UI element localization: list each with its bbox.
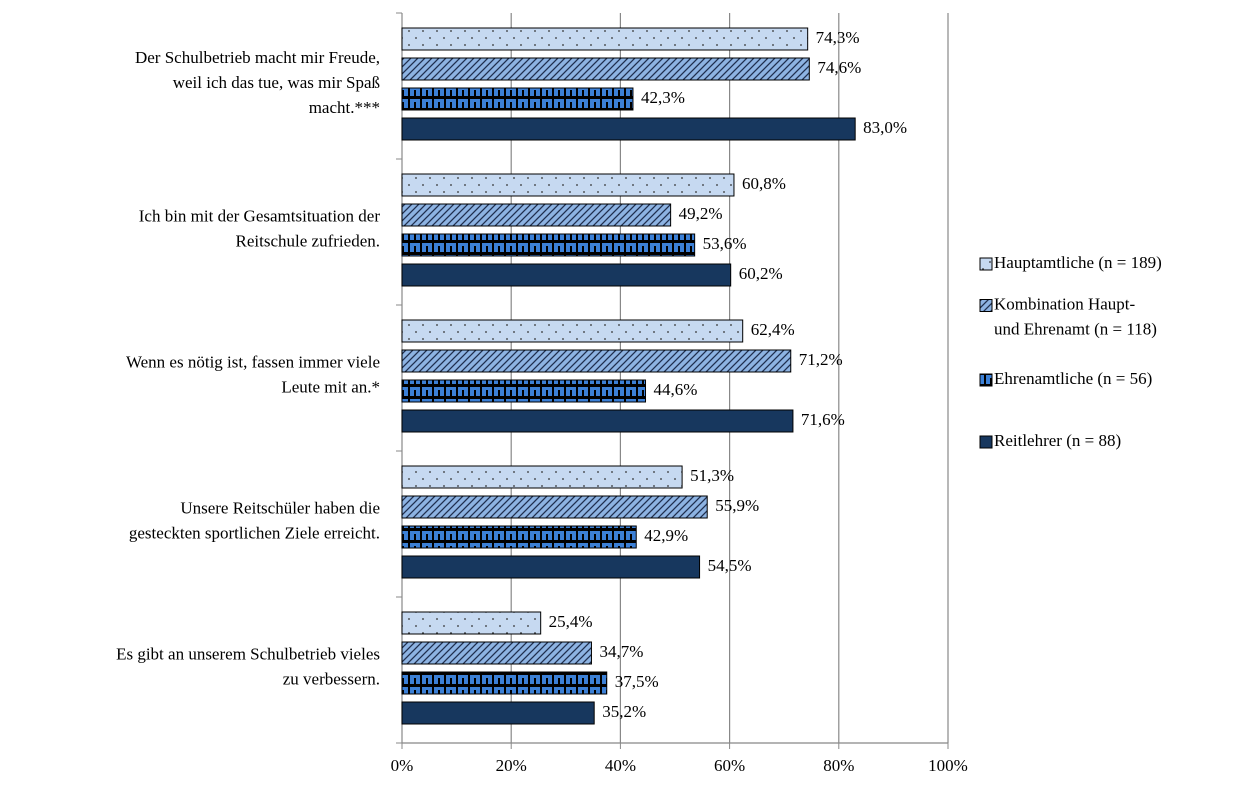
value-label: 60,2% [739,264,783,283]
value-label: 35,2% [602,702,646,721]
x-tick-label: 100% [928,756,968,775]
value-label: 37,5% [615,672,659,691]
bar [401,173,735,197]
value-label: 54,5% [708,556,752,575]
legend-label: Hauptamtliche (n = 189) [994,253,1162,272]
bar [401,233,696,257]
bar [401,349,792,373]
x-tick-label: 40% [605,756,636,775]
x-tick-label: 60% [714,756,745,775]
bar [401,57,810,81]
value-label: 25,4% [549,612,593,631]
category-label: Es gibt an unserem Schulbetrieb vieles zu… [116,644,380,688]
value-label: 34,7% [599,642,643,661]
legend-label: Kombination Haupt-und Ehrenamt (n = 118) [994,294,1157,338]
legend-swatch [979,257,993,271]
bar [401,701,595,725]
bar [401,263,732,287]
category-label: Unsere Reitschüler haben die gesteckten s… [129,498,380,542]
value-label: 42,3% [641,88,685,107]
value-label: 62,4% [751,320,795,339]
bar [401,465,683,489]
bar [401,27,809,51]
category-label: Der Schulbetrieb macht mir Freude, weil i… [135,48,380,117]
category-label: Ich bin mit der Gesamtsituation der Reits… [139,206,381,250]
value-label: 71,6% [801,410,845,429]
bar [401,87,634,111]
bar [401,611,542,635]
legend-swatch [979,435,993,449]
x-tick-label: 80% [823,756,854,775]
bar [401,319,744,343]
bar [401,409,794,433]
bar [401,117,856,141]
bar [401,203,672,227]
legend-label: Reitlehrer (n = 88) [994,431,1121,450]
category-label: Wenn es nötig ist, fassen immer viele Leu… [126,352,380,396]
value-label: 71,2% [799,350,843,369]
value-label: 51,3% [690,466,734,485]
value-label: 74,6% [817,58,861,77]
value-label: 74,3% [816,28,860,47]
x-tick-label: 20% [496,756,527,775]
value-label: 44,6% [654,380,698,399]
value-label: 42,9% [644,526,688,545]
value-label: 53,6% [703,234,747,253]
value-label: 83,0% [863,118,907,137]
value-label: 49,2% [679,204,723,223]
value-label: 55,9% [715,496,759,515]
bar [401,555,701,579]
bar [401,379,647,403]
legend-label: Ehrenamtliche (n = 56) [994,369,1152,388]
bar [401,495,708,519]
legend-swatch [979,373,993,387]
legend-swatch [979,299,993,312]
bar [401,641,592,665]
x-tick-label: 0% [391,756,414,775]
value-label: 60,8% [742,174,786,193]
bar [401,525,637,549]
bar [401,671,608,695]
